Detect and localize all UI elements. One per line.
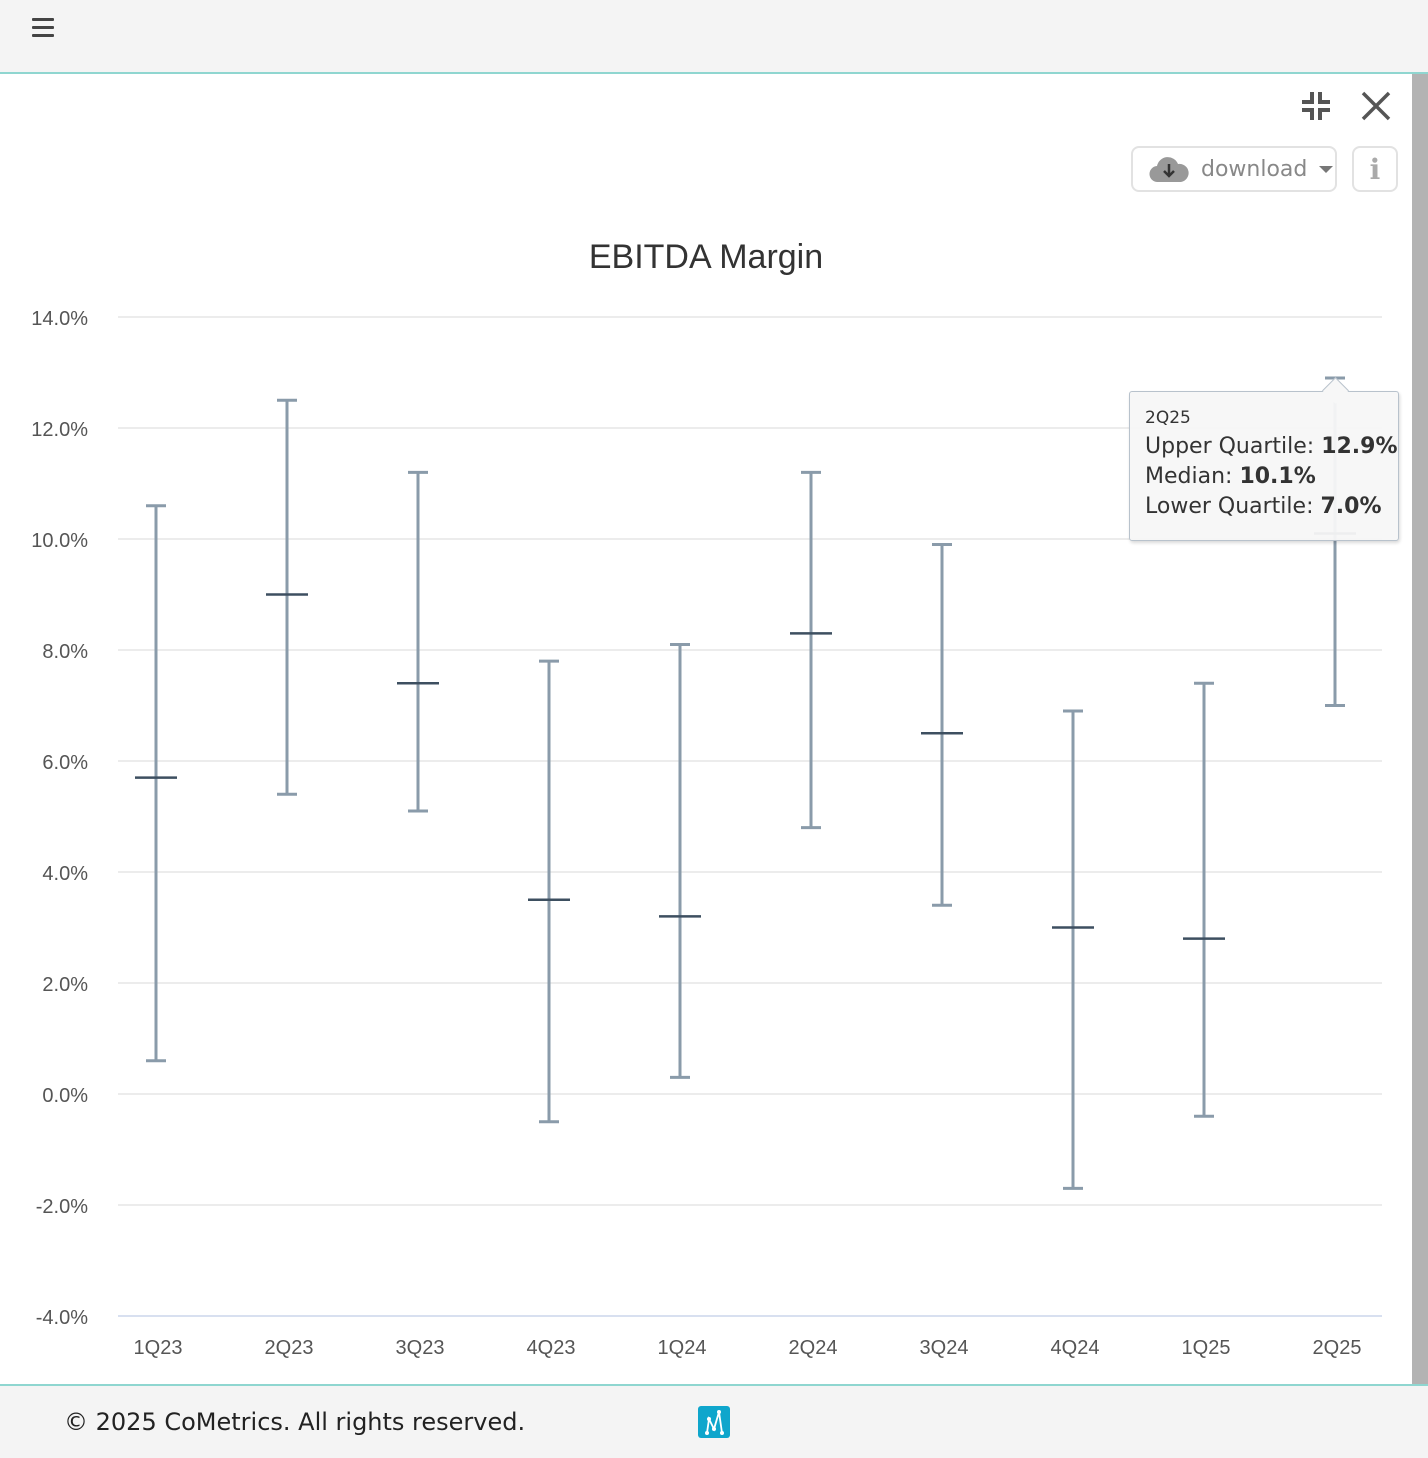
y-tick-label: -4.0% (36, 1307, 88, 1329)
x-tick-label: 2Q24 (789, 1337, 838, 1359)
copyright-text: © 2025 CoMetrics. All rights reserved. (64, 1408, 526, 1436)
cloud-download-icon (1149, 157, 1189, 183)
x-tick-label: 2Q25 (1313, 1337, 1362, 1359)
y-tick-label: 6.0% (42, 752, 88, 774)
top-bar (0, 0, 1428, 74)
x-tick-label: 3Q24 (920, 1337, 969, 1359)
info-button[interactable]: i (1352, 146, 1398, 192)
tooltip-median: Median: 10.1% (1145, 464, 1316, 489)
y-tick-label: 10.0% (31, 530, 88, 552)
x-tick-label: 3Q23 (396, 1337, 445, 1359)
download-button[interactable]: download (1131, 146, 1337, 192)
tooltip-lower: Lower Quartile: 7.0% (1145, 494, 1382, 519)
hamburger-icon[interactable] (32, 18, 54, 38)
info-icon: i (1369, 152, 1381, 186)
x-tick-label: 4Q24 (1051, 1337, 1100, 1359)
download-label: download (1201, 156, 1308, 182)
chart-title: EBITDA Margin (589, 238, 823, 276)
x-tick-label: 2Q23 (265, 1337, 314, 1359)
collapse-icon[interactable] (1300, 90, 1332, 126)
y-tick-label: -2.0% (36, 1196, 88, 1218)
footer: © 2025 CoMetrics. All rights reserved. (0, 1384, 1428, 1458)
y-tick-label: 2.0% (42, 974, 88, 996)
tooltip-upper: Upper Quartile: 12.9% (1145, 434, 1398, 459)
tooltip-category: 2Q25 (1145, 408, 1191, 428)
cometrics-logo (698, 1406, 730, 1438)
x-tick-label: 4Q23 (527, 1337, 576, 1359)
y-tick-label: 4.0% (42, 863, 88, 885)
y-tick-label: 8.0% (42, 641, 88, 663)
ebitda-margin-chart: EBITDA Margin 14.0% 12.0% 10.0% 8.0% 6.0% 4.0… (31, 238, 1382, 1359)
y-tick-label: 12.0% (31, 419, 88, 441)
x-tick-label: 1Q24 (658, 1337, 707, 1359)
y-tick-label: 0.0% (42, 1085, 88, 1107)
caret-down-icon (1319, 165, 1334, 173)
close-icon[interactable] (1360, 90, 1392, 126)
scrollbar[interactable] (1412, 74, 1428, 1384)
tooltip: 2Q25 Upper Quartile: 12.9% Median: 10.1%… (1129, 377, 1399, 541)
x-tick-label: 1Q25 (1182, 1337, 1231, 1359)
y-tick-label: 14.0% (31, 308, 88, 330)
x-tick-label: 1Q23 (134, 1337, 183, 1359)
